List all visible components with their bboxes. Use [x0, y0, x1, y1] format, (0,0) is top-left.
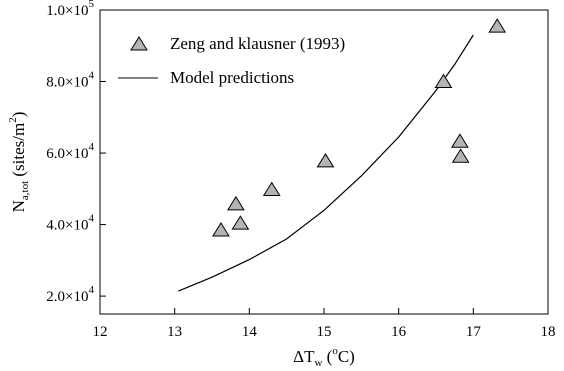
y-tick-label: 4.0×104: [46, 213, 94, 234]
data-point-triangle: [451, 148, 470, 163]
x-tick-label: 17: [466, 324, 482, 340]
data-point-triangle: [434, 73, 453, 89]
data-point-triangle: [231, 215, 250, 230]
y-axis-label: Na,tot (sites/m2): [7, 112, 31, 213]
x-tick-label: 14: [242, 324, 258, 340]
series-layer: [178, 18, 507, 292]
y-tick-label: 2.0×104: [46, 284, 94, 305]
y-tick-label: 6.0×104: [46, 141, 94, 162]
x-tick-label: 13: [167, 324, 182, 340]
legend-label-line: Model predictions: [170, 68, 294, 87]
data-point-triangle: [262, 181, 281, 197]
data-point-triangle: [316, 152, 335, 168]
legend-marker-triangle: [130, 36, 148, 51]
x-tick-label: 12: [93, 324, 108, 340]
x-tick-label: 18: [541, 324, 556, 340]
y-tick-label: 8.0×104: [46, 70, 94, 91]
data-point-triangle: [450, 133, 469, 148]
x-tick-label: 16: [391, 324, 407, 340]
legend-label-scatter: Zeng and klausner (1993): [170, 34, 345, 53]
x-axis: 12 13 14 15 16 17 18: [93, 308, 556, 340]
x-axis-label: ΔTw (oC): [293, 345, 355, 369]
data-point-triangle: [212, 221, 230, 237]
x-tick-label: 15: [317, 324, 332, 340]
data-point-triangle: [226, 195, 245, 211]
data-point-triangle: [488, 18, 507, 33]
y-axis: 2.0×104 4.0×104 6.0×104 8.0×104 1.0×105: [46, 0, 106, 305]
legend: Zeng and klausner (1993) Model predictio…: [118, 34, 345, 87]
y-tick-label: 1.0×105: [46, 0, 94, 19]
